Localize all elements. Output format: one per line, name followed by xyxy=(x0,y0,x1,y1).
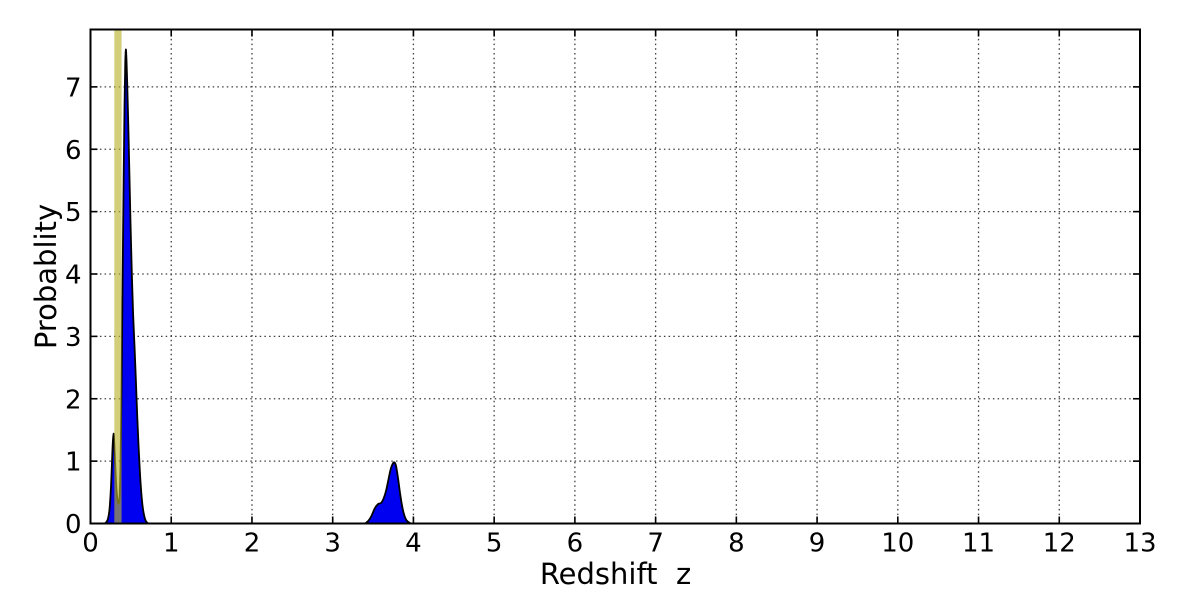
gridlines xyxy=(90,29,1140,524)
pdf-curves xyxy=(103,48,412,525)
annotations xyxy=(114,29,122,524)
pdf-low-z-peaks xyxy=(103,48,150,525)
x-tick-label-11: 11 xyxy=(962,529,995,559)
plot-spines xyxy=(89,28,1141,525)
y-tick-label-5: 5 xyxy=(65,198,82,228)
y-tick-label-0: 0 xyxy=(65,510,82,540)
x-tick-label-5: 5 xyxy=(486,529,503,559)
y-tick-label-4: 4 xyxy=(65,261,82,291)
x-tick-label-3: 3 xyxy=(324,529,341,559)
x-tick-label-6: 6 xyxy=(567,529,584,559)
x-tick-label-0: 0 xyxy=(82,529,99,559)
highlight-band xyxy=(114,29,122,524)
pdf-high-z-bump xyxy=(364,461,412,525)
x-tick-label-9: 9 xyxy=(809,529,826,559)
x-tick-label-8: 8 xyxy=(728,529,745,559)
x-tick-label-13: 13 xyxy=(1123,529,1156,559)
y-tick-label-3: 3 xyxy=(65,323,82,353)
x-tick-label-4: 4 xyxy=(405,529,422,559)
x-tick-label-1: 1 xyxy=(163,529,180,559)
axis-ticks xyxy=(89,29,1141,525)
x-tick-label-2: 2 xyxy=(244,529,261,559)
x-axis-label: Redshift z xyxy=(540,557,691,591)
y-tick-label-7: 7 xyxy=(65,73,82,103)
x-tick-label-7: 7 xyxy=(647,529,664,559)
y-tick-label-6: 6 xyxy=(65,136,82,166)
x-tick-label-12: 12 xyxy=(1043,529,1076,559)
y-tick-label-1: 1 xyxy=(65,448,82,478)
plot-border xyxy=(89,28,1141,525)
y-tick-label-2: 2 xyxy=(65,385,82,415)
y-axis-label: Probablity xyxy=(29,204,63,349)
x-tick-label-10: 10 xyxy=(881,529,914,559)
